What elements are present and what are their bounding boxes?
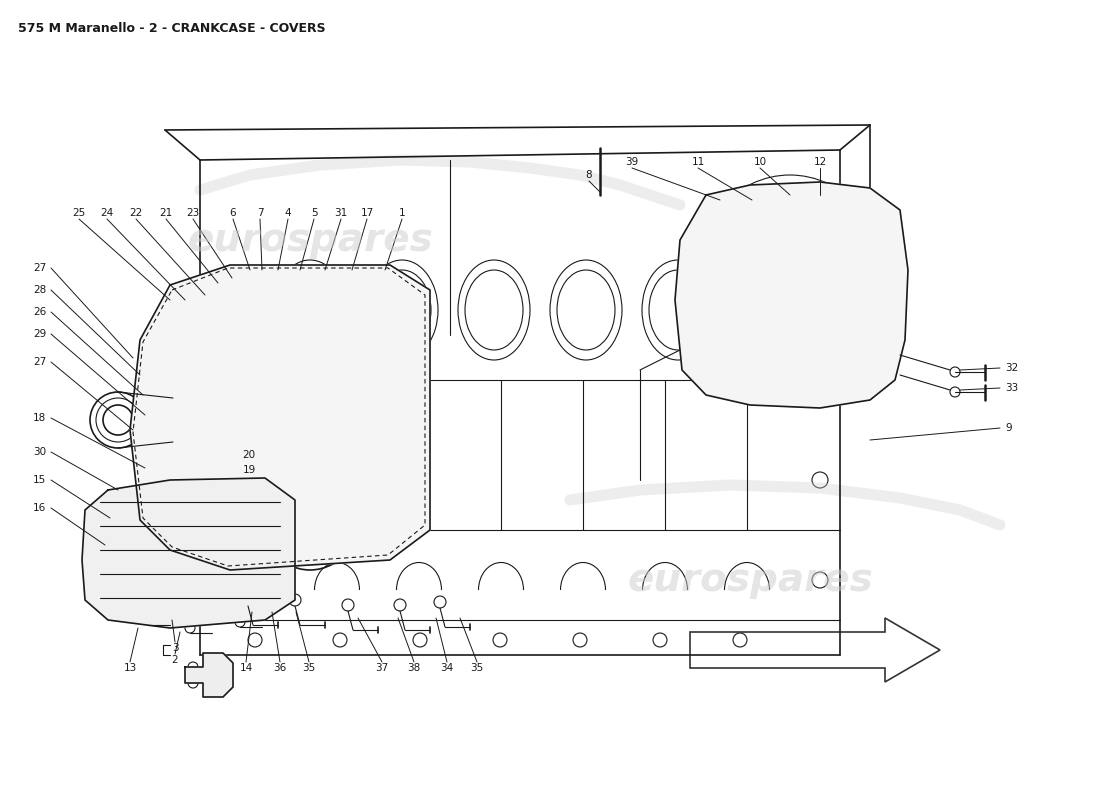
Text: 11: 11 [692, 157, 705, 167]
Text: 15: 15 [33, 475, 46, 485]
Polygon shape [675, 182, 908, 408]
Text: 27: 27 [33, 357, 46, 367]
Text: 25: 25 [73, 208, 86, 218]
Text: 3: 3 [172, 643, 178, 653]
Text: 9: 9 [1005, 423, 1012, 433]
Text: eurospares: eurospares [187, 221, 433, 259]
Text: 32: 32 [1005, 363, 1019, 373]
Text: 39: 39 [626, 157, 639, 167]
Text: 24: 24 [100, 208, 113, 218]
Text: 29: 29 [33, 329, 46, 339]
Text: 20: 20 [242, 450, 255, 460]
Text: 34: 34 [440, 663, 453, 673]
Text: 23: 23 [186, 208, 199, 218]
Text: 21: 21 [160, 208, 173, 218]
Text: 27: 27 [33, 263, 46, 273]
Text: 35: 35 [471, 663, 484, 673]
Text: 575 M Maranello - 2 - CRANKCASE - COVERS: 575 M Maranello - 2 - CRANKCASE - COVERS [18, 22, 326, 35]
Text: 22: 22 [130, 208, 143, 218]
Text: 13: 13 [123, 663, 136, 673]
Text: 8: 8 [585, 170, 592, 180]
Text: 10: 10 [754, 157, 767, 167]
Text: 5: 5 [310, 208, 317, 218]
Text: 26: 26 [33, 307, 46, 317]
Text: 30: 30 [33, 447, 46, 457]
Polygon shape [185, 653, 233, 697]
Polygon shape [82, 478, 295, 628]
Text: eurospares: eurospares [627, 561, 873, 599]
Text: 14: 14 [240, 663, 253, 673]
Text: 38: 38 [407, 663, 420, 673]
Text: 2: 2 [172, 655, 178, 665]
Text: 4: 4 [285, 208, 292, 218]
Text: 36: 36 [274, 663, 287, 673]
Text: 1: 1 [398, 208, 405, 218]
Text: 31: 31 [334, 208, 348, 218]
Text: 16: 16 [33, 503, 46, 513]
Text: 7: 7 [256, 208, 263, 218]
Text: 17: 17 [361, 208, 374, 218]
Text: 37: 37 [375, 663, 388, 673]
Text: 6: 6 [230, 208, 236, 218]
Text: 18: 18 [33, 413, 46, 423]
Text: 35: 35 [302, 663, 316, 673]
Text: 19: 19 [242, 465, 255, 475]
Text: 12: 12 [813, 157, 826, 167]
Polygon shape [130, 265, 430, 570]
Text: 33: 33 [1005, 383, 1019, 393]
Text: 28: 28 [33, 285, 46, 295]
